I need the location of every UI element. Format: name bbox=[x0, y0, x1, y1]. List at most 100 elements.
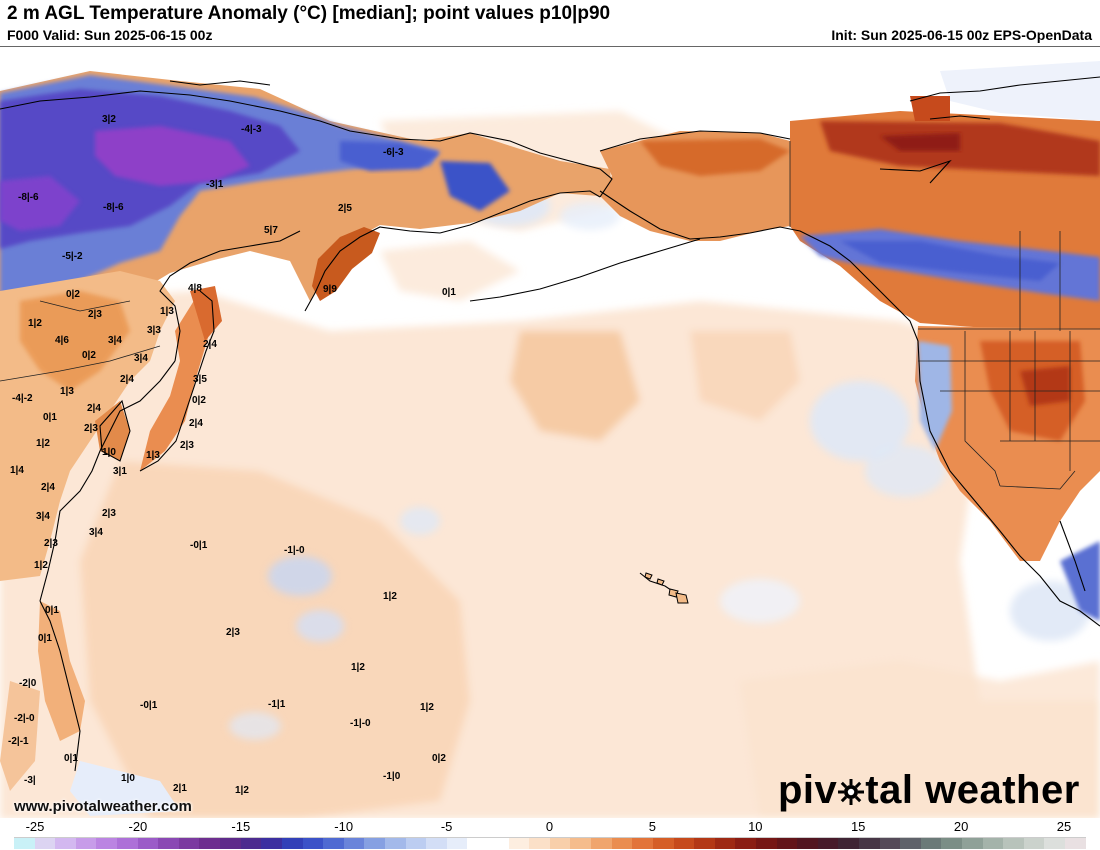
colorbar-swatch bbox=[117, 838, 138, 849]
colorbar-swatch bbox=[570, 838, 592, 849]
colorbar-swatch bbox=[508, 838, 530, 849]
point-value-label: 2|3 bbox=[226, 627, 240, 638]
point-value-label: 2|5 bbox=[338, 203, 352, 214]
point-value-label: 1|4 bbox=[10, 465, 24, 476]
colorbar-swatch bbox=[34, 838, 56, 849]
colorbar-swatch bbox=[158, 838, 179, 849]
colorbar-swatch bbox=[343, 838, 365, 849]
map-canvas: 3|2 -4|-3 -6|-3 -3|1 -8|-6 -8|-6 2|5 5|7 -5|-2 4|… bbox=[0, 47, 1100, 819]
colorbar-swatch bbox=[446, 838, 468, 849]
point-value-label: 0|1 bbox=[38, 633, 52, 644]
point-value-label: 0|2 bbox=[66, 289, 80, 300]
point-value-label: 3|5 bbox=[193, 374, 207, 385]
colorbar-tick-label: 5 bbox=[648, 819, 657, 834]
colorbar-swatch bbox=[941, 838, 963, 849]
point-value-label: 3|3 bbox=[147, 325, 161, 336]
colorbar-swatch bbox=[652, 838, 674, 849]
colorbar-swatch bbox=[137, 838, 159, 849]
colorbar-swatch bbox=[55, 838, 76, 849]
point-value-label: 2|1 bbox=[173, 783, 187, 794]
point-value-label: 1|3 bbox=[146, 450, 160, 461]
point-value-label: 9|9 bbox=[323, 284, 337, 295]
colorbar-swatch bbox=[240, 838, 262, 849]
colorbar-swatch bbox=[962, 838, 983, 849]
point-value-label: 0|1 bbox=[64, 753, 78, 764]
point-value-label: 3|4 bbox=[134, 353, 148, 364]
point-value-label: -2|0 bbox=[19, 678, 37, 689]
colorbar-tick-label: 10 bbox=[748, 819, 763, 834]
colorbar-swatch bbox=[364, 838, 385, 849]
point-value-label: 3|4 bbox=[36, 511, 50, 522]
point-value-label: -1|-0 bbox=[284, 545, 305, 556]
colorbar-swatch bbox=[591, 838, 612, 849]
alaska-land bbox=[600, 131, 790, 241]
pivotal-weather-logo: piv tal weather bbox=[778, 766, 1080, 814]
point-value-label: 1|2 bbox=[235, 785, 249, 796]
point-value-label: 1|0 bbox=[121, 773, 135, 784]
point-value-label: -1|0 bbox=[383, 771, 401, 782]
point-value-label: -5|-2 bbox=[62, 251, 83, 262]
point-value-label: -0|1 bbox=[190, 540, 208, 551]
colorbar-strip bbox=[14, 837, 1086, 849]
colorbar-swatch bbox=[96, 838, 118, 849]
colorbar: -25 -20 -15 -10 -5 0 5 10 15 20 25 bbox=[0, 818, 1100, 850]
canada-land bbox=[790, 61, 1100, 331]
colorbar-ticks: -25 -20 -15 -10 -5 0 5 10 15 20 25 bbox=[0, 818, 1100, 836]
colorbar-swatch bbox=[735, 838, 756, 849]
colorbar-swatch bbox=[1023, 838, 1045, 849]
init-time: Init: Sun 2025-06-15 00z EPS-OpenData bbox=[831, 27, 1092, 43]
colorbar-swatch bbox=[900, 838, 921, 849]
site-url[interactable]: www.pivotalweather.com bbox=[14, 798, 192, 815]
colorbar-swatch bbox=[323, 838, 344, 849]
colorbar-swatch bbox=[611, 838, 633, 849]
colorbar-tick-label: -15 bbox=[231, 819, 251, 834]
point-value-label: 2|3 bbox=[102, 508, 116, 519]
colorbar-swatch bbox=[673, 838, 695, 849]
colorbar-swatch bbox=[384, 838, 406, 849]
point-value-label: -4|-2 bbox=[12, 393, 33, 404]
colorbar-tick-label: -5 bbox=[440, 819, 453, 834]
colorbar-swatch bbox=[694, 838, 715, 849]
point-value-label: 2|4 bbox=[41, 482, 55, 493]
colorbar-swatch bbox=[405, 838, 427, 849]
point-value-label: -8|-6 bbox=[18, 192, 39, 203]
colorbar-swatch bbox=[220, 838, 241, 849]
colorbar-swatch bbox=[529, 838, 550, 849]
hawaii-islands bbox=[644, 572, 689, 604]
colorbar-swatch bbox=[755, 838, 777, 849]
colorbar-swatch bbox=[1044, 838, 1066, 849]
colorbar-swatch bbox=[920, 838, 942, 849]
colorbar-tick-label: -10 bbox=[334, 819, 354, 834]
point-value-label: 1|3 bbox=[160, 306, 174, 317]
colorbar-swatch bbox=[302, 838, 324, 849]
colorbar-swatch bbox=[1065, 838, 1086, 849]
point-value-label: 1|2 bbox=[28, 318, 42, 329]
point-value-label: 1|2 bbox=[420, 702, 434, 713]
ocean-cool-patches bbox=[229, 186, 1090, 740]
point-value-label: -6|-3 bbox=[383, 147, 404, 158]
point-value-label: -4|-3 bbox=[241, 124, 262, 135]
colorbar-swatch bbox=[549, 838, 571, 849]
point-value-label: 3|4 bbox=[89, 527, 103, 538]
point-value-label: 0|2 bbox=[82, 350, 96, 361]
kamchatka bbox=[312, 227, 380, 301]
point-value-label: 2|3 bbox=[88, 309, 102, 320]
point-value-label: 3|2 bbox=[102, 114, 116, 125]
colorbar-swatch bbox=[632, 838, 653, 849]
point-value-label: -8|-6 bbox=[103, 202, 124, 213]
point-value-label: 1|0 bbox=[102, 447, 116, 458]
valid-time: F000 Valid: Sun 2025-06-15 00z bbox=[7, 27, 213, 43]
point-value-label: 5|7 bbox=[264, 225, 278, 236]
colorbar-tick-label: 20 bbox=[953, 819, 969, 834]
colorbar-swatch bbox=[838, 838, 859, 849]
logo-text-left: piv bbox=[778, 768, 838, 812]
colorbar-swatch bbox=[178, 838, 200, 849]
logo-text-right: tal weather bbox=[865, 768, 1080, 812]
colorbar-swatch bbox=[817, 838, 839, 849]
point-value-label: 2|3 bbox=[84, 423, 98, 434]
colorbar-swatch bbox=[982, 838, 1004, 849]
point-value-label: 2|3 bbox=[180, 440, 194, 451]
anomaly-map[interactable]: 3|2 -4|-3 -6|-3 -3|1 -8|-6 -8|-6 2|5 5|7 -5|-2 4|… bbox=[0, 46, 1100, 819]
point-value-label: -1|1 bbox=[268, 699, 286, 710]
coastlines bbox=[0, 76, 1100, 772]
